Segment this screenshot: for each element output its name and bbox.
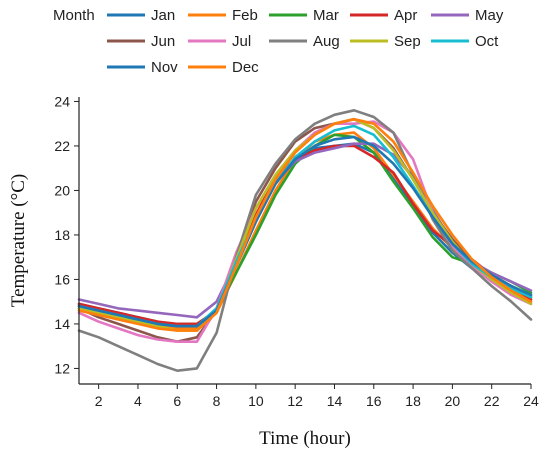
- legend-label: Nov: [151, 59, 178, 76]
- legend-label: Feb: [232, 7, 258, 24]
- legend-label: Jun: [151, 33, 175, 50]
- y-tick-label: 12: [54, 360, 70, 376]
- x-tick-label: 24: [523, 393, 539, 409]
- series-line-aug: [77, 109, 533, 372]
- x-tick-label: 12: [287, 393, 303, 409]
- y-tick-label: 16: [54, 271, 70, 287]
- legend-label: Jan: [151, 7, 175, 24]
- series-line-nov: [77, 135, 533, 328]
- legend: Month Jan Feb Mar Apr May Jun Jul Aug Sep Oct Nov D…: [53, 7, 504, 76]
- legend-label: Aug: [313, 33, 340, 50]
- legend-label: Dec: [232, 59, 259, 76]
- legend-label: Jul: [232, 33, 251, 50]
- x-tick-label: 22: [484, 393, 500, 409]
- legend-label: Oct: [475, 33, 499, 50]
- legend-label: Apr: [394, 7, 417, 24]
- series-line-apr: [77, 144, 533, 326]
- series-line-may: [77, 142, 533, 319]
- x-tick-label: 16: [366, 393, 382, 409]
- x-tick-label: 18: [405, 393, 421, 409]
- x-tick-label: 4: [134, 393, 142, 409]
- y-axis-title: Temperature (°C): [8, 174, 29, 307]
- y-tick-label: 14: [54, 316, 70, 332]
- x-tick-label: 6: [173, 393, 181, 409]
- x-tick-label: 2: [95, 393, 103, 409]
- y-tick-label: 22: [54, 138, 70, 154]
- x-tick-label: 20: [445, 393, 461, 409]
- x-ticks: 2 4 6 8 10 12 14 16 18 20 22 24: [95, 384, 539, 409]
- legend-label: Mar: [313, 7, 339, 24]
- x-tick-label: 10: [248, 393, 264, 409]
- series-lines: [77, 109, 533, 372]
- legend-label: May: [475, 7, 504, 24]
- legend-title: Month: [53, 7, 95, 24]
- series-line-jan: [77, 142, 533, 328]
- y-tick-label: 20: [54, 182, 70, 198]
- x-tick-label: 8: [213, 393, 221, 409]
- series-line-mar: [77, 133, 533, 326]
- y-tick-label: 18: [54, 227, 70, 243]
- x-tick-label: 14: [327, 393, 343, 409]
- x-axis-title: Time (hour): [259, 428, 351, 449]
- y-tick-label: 24: [54, 93, 70, 109]
- legend-label: Sep: [394, 33, 421, 50]
- series-line-jun: [77, 117, 533, 343]
- series-line-dec: [77, 117, 533, 332]
- series-line-feb: [77, 131, 533, 330]
- y-ticks: 12 14 16 18 20 22 24: [54, 93, 79, 376]
